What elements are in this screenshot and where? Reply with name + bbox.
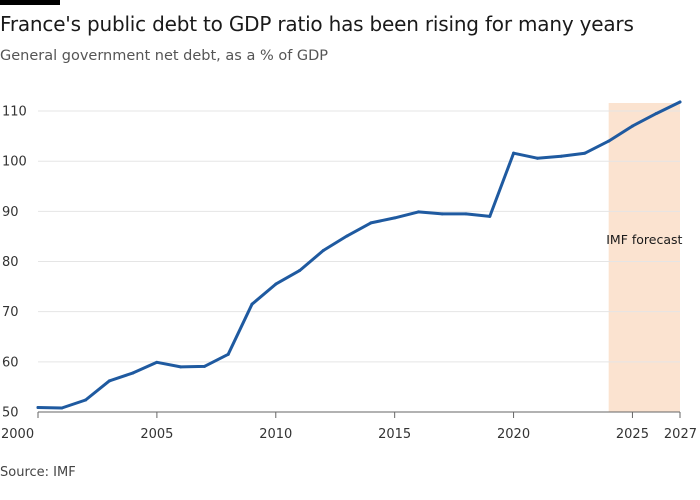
x-tick-label: 2000 — [1, 427, 34, 442]
data-point-2012 — [321, 248, 325, 252]
y-axis-labels: 50 60 70 80 90 100 110 — [2, 105, 27, 421]
data-point-2024 — [607, 139, 611, 143]
data-point-2010 — [274, 282, 278, 286]
data-point-2022 — [559, 154, 563, 158]
data-point-2007 — [202, 364, 206, 368]
forecast-annotation: IMF forecast — [606, 232, 682, 247]
y-tick-label: 100 — [2, 155, 27, 170]
y-tick-label: 110 — [2, 105, 27, 120]
data-point-2017 — [440, 212, 444, 216]
data-point-2002 — [84, 398, 88, 402]
data-point-2019 — [488, 214, 492, 218]
x-tick-label: 2025 — [616, 427, 649, 442]
data-point-2003 — [107, 379, 111, 383]
data-points — [36, 100, 682, 410]
data-point-2023 — [583, 151, 587, 155]
data-point-2005 — [155, 360, 159, 364]
y-tick-label: 70 — [2, 305, 19, 320]
grid-lines — [38, 110, 680, 363]
source-note: Source: IMF — [0, 465, 76, 480]
data-point-2026 — [654, 112, 658, 116]
chart-subtitle: General government net debt, as a % of G… — [0, 48, 329, 64]
data-point-2011 — [298, 269, 302, 273]
y-tick-label: 60 — [2, 355, 19, 370]
series-line-net-debt — [36, 100, 682, 410]
data-point-2016 — [416, 210, 420, 214]
x-tick-label: 2005 — [140, 427, 173, 442]
data-point-2025 — [630, 124, 634, 128]
chart-title: France's public debt to GDP ratio has be… — [0, 12, 634, 36]
x-tick-label: 2027 — [664, 427, 697, 442]
data-point-2027 — [678, 100, 682, 104]
x-axis-labels: 2000 2005 2010 2015 2020 2025 2027 — [1, 427, 697, 442]
data-point-2000 — [36, 405, 40, 409]
data-point-2015 — [393, 216, 397, 220]
data-point-2006 — [179, 365, 183, 369]
data-point-2001 — [60, 406, 64, 410]
y-tick-label: 50 — [2, 406, 19, 421]
data-point-2021 — [535, 156, 539, 160]
data-point-2013 — [345, 234, 349, 238]
x-tick-label: 2015 — [378, 427, 411, 442]
x-tick-label: 2020 — [497, 427, 530, 442]
data-point-2020 — [512, 151, 516, 155]
y-tick-label: 80 — [2, 255, 19, 270]
x-axis — [37, 411, 681, 418]
top-rule — [0, 0, 60, 5]
x-tick-label: 2010 — [259, 427, 292, 442]
data-point-2014 — [369, 221, 373, 225]
data-point-2004 — [131, 371, 135, 375]
data-point-2009 — [250, 302, 254, 306]
forecast-band — [608, 103, 680, 412]
data-point-2018 — [464, 212, 468, 216]
y-tick-label: 90 — [2, 205, 19, 220]
data-point-2008 — [226, 352, 230, 356]
